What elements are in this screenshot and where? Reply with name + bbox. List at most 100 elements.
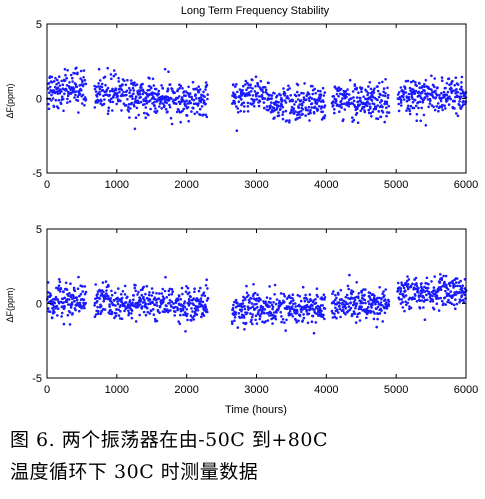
data-point bbox=[103, 75, 107, 79]
data-point bbox=[181, 87, 184, 90]
data-point bbox=[350, 292, 354, 296]
data-point bbox=[158, 292, 161, 295]
data-point bbox=[123, 284, 127, 288]
data-point bbox=[451, 79, 454, 83]
data-point bbox=[367, 108, 371, 112]
data-point bbox=[260, 312, 263, 316]
data-point bbox=[73, 96, 76, 99]
data-point bbox=[428, 102, 432, 105]
data-point bbox=[254, 314, 258, 318]
data-point bbox=[261, 308, 265, 311]
data-point bbox=[373, 87, 376, 90]
data-point bbox=[418, 306, 422, 310]
data-point bbox=[414, 276, 418, 280]
data-point bbox=[354, 304, 358, 308]
data-point bbox=[179, 120, 182, 124]
data-point bbox=[280, 315, 283, 318]
data-point bbox=[156, 99, 159, 102]
data-point bbox=[106, 66, 109, 70]
data-point bbox=[323, 317, 326, 321]
data-point bbox=[250, 297, 253, 300]
data-point bbox=[62, 322, 66, 326]
data-point bbox=[152, 84, 156, 87]
data-point bbox=[361, 301, 365, 305]
data-point bbox=[292, 299, 295, 302]
data-point bbox=[408, 86, 412, 90]
data-point bbox=[415, 119, 419, 122]
data-point bbox=[291, 315, 295, 318]
data-point bbox=[447, 298, 450, 302]
data-point bbox=[439, 273, 442, 276]
data-point bbox=[81, 84, 85, 88]
data-point bbox=[307, 105, 311, 109]
data-point bbox=[339, 315, 342, 319]
data-point bbox=[440, 278, 444, 282]
data-point bbox=[182, 107, 186, 111]
data-point bbox=[302, 316, 306, 320]
data-point bbox=[108, 93, 111, 97]
data-point bbox=[177, 294, 181, 298]
data-point bbox=[409, 284, 413, 288]
data-point bbox=[414, 81, 417, 84]
data-point bbox=[331, 100, 335, 103]
data-point bbox=[397, 102, 401, 106]
data-point bbox=[406, 79, 410, 83]
data-point bbox=[385, 106, 388, 110]
data-point bbox=[138, 92, 142, 96]
data-point bbox=[114, 314, 118, 318]
data-point bbox=[409, 80, 413, 84]
data-point bbox=[435, 294, 439, 297]
data-point bbox=[338, 110, 341, 113]
data-point bbox=[250, 302, 254, 305]
data-point bbox=[230, 320, 234, 324]
data-point bbox=[376, 104, 380, 107]
data-point bbox=[308, 293, 312, 296]
data-point bbox=[423, 83, 426, 86]
data-point bbox=[253, 303, 256, 306]
data-point bbox=[183, 305, 187, 309]
data-point bbox=[189, 295, 192, 299]
data-point bbox=[93, 87, 97, 91]
data-point bbox=[49, 294, 53, 297]
data-point bbox=[46, 281, 50, 284]
data-point bbox=[320, 118, 324, 121]
data-point bbox=[199, 297, 203, 300]
data-point bbox=[136, 293, 139, 296]
data-point bbox=[159, 304, 162, 308]
data-point bbox=[272, 106, 276, 110]
data-point bbox=[457, 281, 461, 284]
data-point bbox=[204, 81, 208, 84]
data-point bbox=[429, 300, 432, 303]
data-point bbox=[333, 312, 336, 316]
data-point bbox=[244, 321, 248, 325]
data-point bbox=[316, 89, 320, 93]
data-point bbox=[287, 294, 291, 298]
data-point bbox=[96, 292, 99, 296]
data-point bbox=[74, 83, 78, 86]
data-point bbox=[398, 297, 401, 301]
data-point bbox=[378, 286, 382, 289]
data-point bbox=[397, 91, 401, 94]
data-point bbox=[291, 297, 294, 300]
data-point bbox=[256, 82, 260, 86]
data-point bbox=[368, 81, 372, 84]
data-point bbox=[57, 301, 61, 305]
data-point bbox=[206, 97, 209, 101]
data-point bbox=[282, 87, 285, 90]
data-point bbox=[144, 302, 147, 306]
data-point bbox=[72, 87, 76, 91]
data-point bbox=[190, 110, 193, 113]
data-point bbox=[140, 305, 144, 308]
data-point bbox=[129, 79, 133, 82]
data-point bbox=[242, 92, 246, 95]
data-point bbox=[79, 303, 82, 307]
data-point bbox=[186, 91, 189, 95]
data-point bbox=[311, 304, 314, 307]
data-point bbox=[379, 93, 382, 97]
data-point bbox=[112, 96, 115, 99]
data-point bbox=[120, 296, 124, 300]
data-point bbox=[185, 114, 189, 117]
data-point bbox=[433, 289, 436, 292]
data-point bbox=[205, 83, 209, 87]
data-point bbox=[338, 302, 342, 305]
